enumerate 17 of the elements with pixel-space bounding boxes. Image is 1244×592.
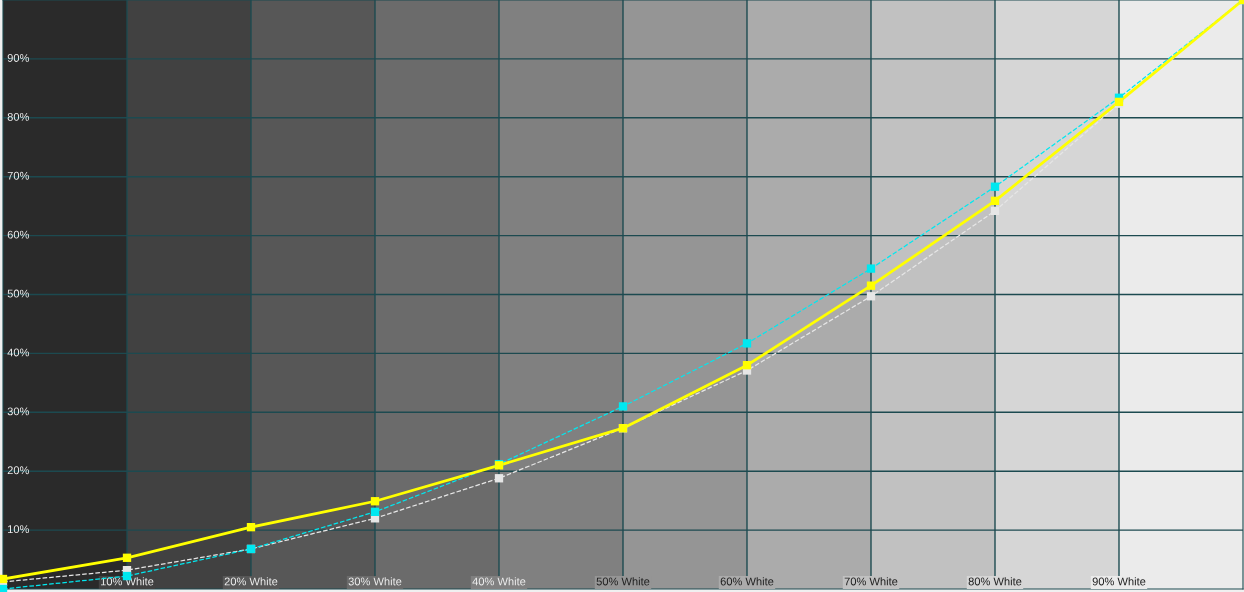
x-tick-label: 90% White bbox=[1092, 577, 1146, 586]
y-tick-label: 90% bbox=[7, 54, 30, 62]
x-tick-label: 20% White bbox=[224, 577, 278, 586]
x-tick-label: 80% White bbox=[968, 577, 1022, 586]
x-tick-label: 40% White bbox=[472, 577, 526, 586]
y-tick-label: 60% bbox=[7, 230, 30, 239]
y-tick-label: 30% bbox=[7, 407, 30, 416]
x-tick-label: 60% White bbox=[720, 577, 774, 586]
x-tick-label: 30% White bbox=[348, 577, 402, 586]
y-tick-label: 40% bbox=[7, 348, 30, 357]
y-tick-label: 20% bbox=[7, 466, 30, 475]
y-tick-label: 10% bbox=[8, 525, 30, 534]
x-tick-label: 50% White bbox=[596, 577, 650, 586]
y-tick-label: 80% bbox=[7, 112, 30, 121]
x-tick-label: 70% White bbox=[844, 577, 898, 586]
y-tick-label: 50% bbox=[7, 289, 30, 298]
y-tick-label: 70% bbox=[7, 171, 30, 180]
